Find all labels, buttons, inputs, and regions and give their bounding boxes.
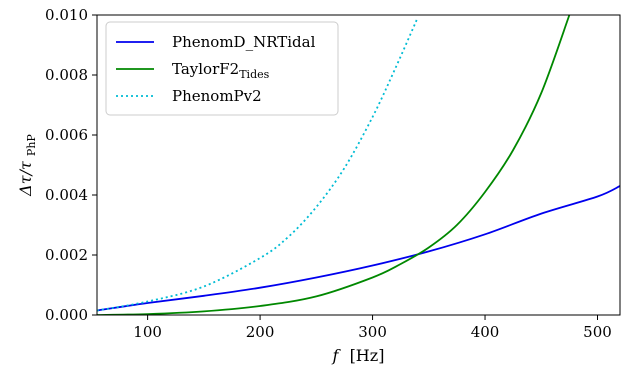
y-axis-label: Δτ/τ PhP	[16, 134, 38, 197]
y-tick-label: 0.008	[45, 66, 88, 84]
x-tick-label: 200	[246, 323, 275, 341]
y-axis-label-main: Δτ/τ	[16, 160, 35, 197]
legend-label: PhenomD_NRTidal	[172, 33, 316, 51]
series-layer	[97, 15, 620, 315]
x-tick-label: 100	[133, 323, 162, 341]
legend-label: PhenomPv2	[172, 87, 262, 105]
series-line-phenomd-nrtidal	[97, 185, 620, 312]
x-tick-label: 400	[471, 323, 500, 341]
legend-item: TaylorF2Tides	[116, 60, 270, 81]
y-tick-label: 0.010	[45, 6, 88, 24]
x-axis-label: f [Hz]	[332, 346, 385, 365]
legend-box	[105, 21, 339, 116]
y-tick-label: 0.002	[45, 246, 88, 264]
plot-frame	[96, 14, 621, 316]
x-tick-label: 500	[583, 323, 612, 341]
legend-item: PhenomD_NRTidal	[116, 33, 316, 51]
y-axis-label-subscript: PhP	[25, 134, 38, 156]
x-axis-symbol: f	[332, 346, 342, 365]
y-axis: 0.000 0.002 0.004 0.006 0.008 0.010	[45, 6, 97, 324]
x-axis: 100 200 300 400 500	[133, 315, 612, 341]
y-tick-label: 0.004	[45, 186, 88, 204]
x-tick-label: 300	[358, 323, 387, 341]
legend-item: PhenomPv2	[116, 87, 262, 105]
y-tick-label: 0.006	[45, 126, 88, 144]
legend-label: TaylorF2Tides	[172, 60, 270, 81]
y-tick-label: 0.000	[45, 306, 88, 324]
x-axis-unit: [Hz]	[350, 346, 385, 365]
series-line-taylorf2	[97, 15, 571, 315]
legend: PhenomD_NRTidal TaylorF2Tides PhenomPv2	[105, 21, 339, 116]
